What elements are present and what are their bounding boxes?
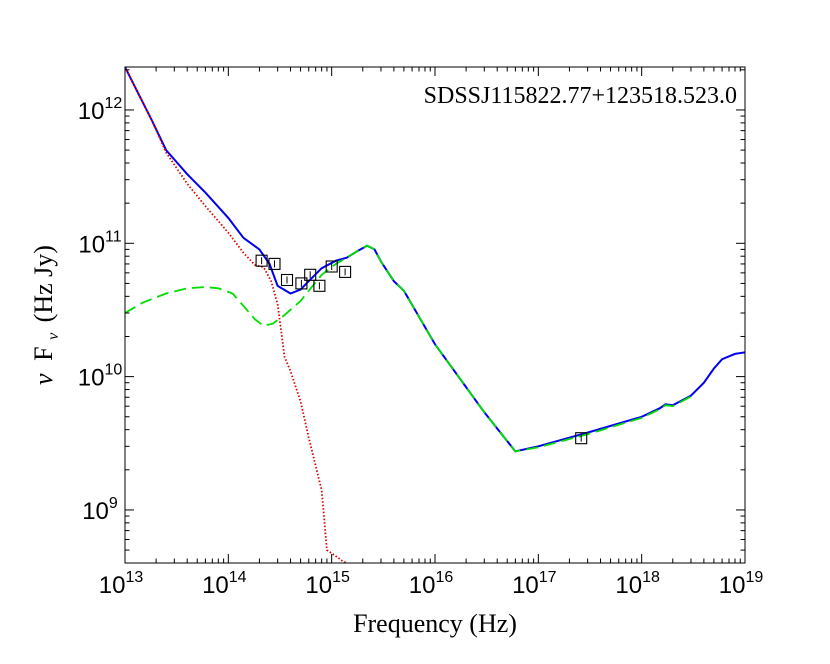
y-axis-label-nu: ν: [29, 373, 58, 385]
series-layer: [125, 67, 745, 563]
observation-marker: [304, 268, 317, 281]
x-tick-label: 1019: [719, 569, 764, 599]
x-tick-label: 1016: [409, 569, 454, 599]
observation-marker: [325, 260, 338, 273]
y-axis-label-sub: ν: [45, 332, 62, 340]
observation-marker: [339, 265, 352, 278]
x-tick-label: 1013: [99, 569, 144, 599]
observation-marker: [295, 277, 308, 290]
x-tick-label: 1018: [615, 569, 660, 599]
x-tick-label: 1017: [512, 569, 557, 599]
y-tick-label: 1010: [78, 362, 123, 392]
series-dotted-line: [125, 67, 348, 563]
plot-frame: [124, 66, 746, 564]
observations-layer: [255, 254, 588, 445]
series-dashed-line: [125, 244, 692, 453]
y-axis-label-units: (Hz Jy): [29, 245, 58, 322]
observation-marker: [268, 257, 281, 270]
y-tick-label: 1012: [78, 95, 123, 125]
observation-marker: [313, 279, 326, 292]
observation-marker: [280, 273, 294, 287]
observation-marker: [255, 254, 268, 267]
observation-marker: [575, 432, 588, 445]
chart-title: SDSSJ115822.77+123518.523.0: [424, 83, 737, 109]
x-axis-label: Frequency (Hz): [353, 609, 517, 638]
y-tick-label: 1011: [78, 228, 121, 258]
y-axis-label: ν F ν (Hz Jy): [29, 245, 64, 385]
y-axis-label-F: F: [29, 346, 58, 360]
x-tick-label: 1014: [202, 569, 247, 599]
series-solid-line: [125, 67, 745, 453]
ticks-layer: 1013 1014 1015 1016 1017 1018 1019 109 1010 1011 1…: [78, 67, 764, 599]
y-tick-label: 109: [82, 495, 118, 525]
x-tick-label: 1015: [305, 569, 350, 599]
